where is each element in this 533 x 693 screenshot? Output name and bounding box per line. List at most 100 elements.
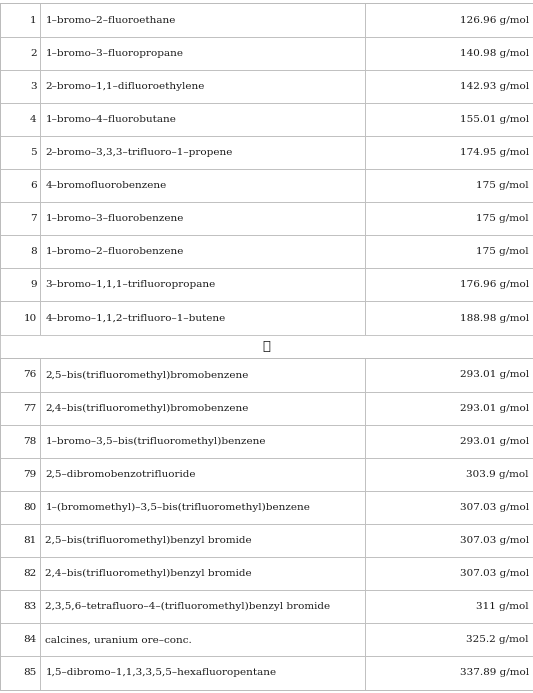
Text: ⋮: ⋮ <box>262 340 271 353</box>
Bar <box>40 103 365 136</box>
Bar <box>40 3 365 37</box>
Text: 2: 2 <box>30 49 37 58</box>
Text: 1–bromo–3–fluoropropane: 1–bromo–3–fluoropropane <box>45 49 183 58</box>
Text: 188.98 g/mol: 188.98 g/mol <box>459 313 529 322</box>
Text: 2–bromo–3,3,3–trifluoro–1–propene: 2–bromo–3,3,3–trifluoro–1–propene <box>45 148 233 157</box>
Bar <box>0 103 40 136</box>
Bar <box>0 623 40 656</box>
Bar <box>40 301 365 335</box>
Text: 142.93 g/mol: 142.93 g/mol <box>459 82 529 91</box>
Text: 4–bromofluorobenzene: 4–bromofluorobenzene <box>45 181 166 190</box>
Text: 81: 81 <box>23 536 37 545</box>
Bar <box>40 392 365 425</box>
Bar <box>0 524 40 557</box>
Bar <box>0 37 40 70</box>
Text: calcines, uranium ore–conc.: calcines, uranium ore–conc. <box>45 635 192 644</box>
Bar <box>0 70 40 103</box>
Text: 83: 83 <box>23 602 37 611</box>
Bar <box>40 425 365 458</box>
Bar <box>40 37 365 70</box>
Text: 2,5–dibromobenzotrifluoride: 2,5–dibromobenzotrifluoride <box>45 470 196 479</box>
Text: 307.03 g/mol: 307.03 g/mol <box>459 569 529 578</box>
Text: 307.03 g/mol: 307.03 g/mol <box>459 536 529 545</box>
Bar <box>0 458 40 491</box>
Bar <box>0 491 40 524</box>
Text: 1–(bromomethyl)–3,5–bis(trifluoromethyl)benzene: 1–(bromomethyl)–3,5–bis(trifluoromethyl)… <box>45 503 310 512</box>
Bar <box>365 3 533 37</box>
Text: 80: 80 <box>23 503 37 512</box>
Bar <box>40 136 365 169</box>
Bar <box>365 458 533 491</box>
Bar <box>40 202 365 235</box>
Text: 78: 78 <box>23 437 37 446</box>
Text: 140.98 g/mol: 140.98 g/mol <box>459 49 529 58</box>
Bar <box>40 623 365 656</box>
Text: 79: 79 <box>23 470 37 479</box>
Text: 175 g/mol: 175 g/mol <box>476 214 529 223</box>
Text: 84: 84 <box>23 635 37 644</box>
Text: 325.2 g/mol: 325.2 g/mol <box>466 635 529 644</box>
Bar <box>40 656 365 690</box>
Text: 7: 7 <box>30 214 37 223</box>
Bar <box>365 590 533 623</box>
Text: 175 g/mol: 175 g/mol <box>476 181 529 190</box>
Bar <box>0 590 40 623</box>
Text: 1–bromo–2–fluorobenzene: 1–bromo–2–fluorobenzene <box>45 247 184 256</box>
Bar <box>0 358 40 392</box>
Bar <box>40 590 365 623</box>
Bar <box>365 268 533 301</box>
Text: 1–bromo–2–fluoroethane: 1–bromo–2–fluoroethane <box>45 15 176 24</box>
Text: 4: 4 <box>30 115 37 124</box>
Text: 2,4–bis(trifluoromethyl)benzyl bromide: 2,4–bis(trifluoromethyl)benzyl bromide <box>45 569 252 578</box>
Bar <box>40 268 365 301</box>
Bar <box>0 3 40 37</box>
Text: 1: 1 <box>30 15 37 24</box>
Text: 6: 6 <box>30 181 37 190</box>
Text: 3–bromo–1,1,1–trifluoropropane: 3–bromo–1,1,1–trifluoropropane <box>45 281 215 290</box>
Bar <box>0 301 40 335</box>
Text: 3: 3 <box>30 82 37 91</box>
Bar <box>365 136 533 169</box>
Bar <box>365 557 533 590</box>
Text: 8: 8 <box>30 247 37 256</box>
Bar <box>40 557 365 590</box>
Bar <box>365 37 533 70</box>
Bar <box>0 268 40 301</box>
Bar <box>0 235 40 268</box>
Bar <box>0 392 40 425</box>
Text: 175 g/mol: 175 g/mol <box>476 247 529 256</box>
Text: 5: 5 <box>30 148 37 157</box>
Bar <box>40 491 365 524</box>
Text: 155.01 g/mol: 155.01 g/mol <box>459 115 529 124</box>
Bar <box>365 235 533 268</box>
Text: 2,5–bis(trifluoromethyl)bromobenzene: 2,5–bis(trifluoromethyl)bromobenzene <box>45 371 249 380</box>
Text: 1–bromo–4–fluorobutane: 1–bromo–4–fluorobutane <box>45 115 176 124</box>
Bar <box>365 392 533 425</box>
Bar <box>0 425 40 458</box>
Text: 2–bromo–1,1–difluoroethylene: 2–bromo–1,1–difluoroethylene <box>45 82 205 91</box>
Text: 293.01 g/mol: 293.01 g/mol <box>459 403 529 412</box>
Bar <box>40 524 365 557</box>
Bar <box>365 524 533 557</box>
Text: 176.96 g/mol: 176.96 g/mol <box>459 281 529 290</box>
Text: 2,3,5,6–tetrafluoro–4–(trifluoromethyl)benzyl bromide: 2,3,5,6–tetrafluoro–4–(trifluoromethyl)b… <box>45 602 330 611</box>
Bar <box>40 458 365 491</box>
Text: 10: 10 <box>23 313 37 322</box>
Text: 1–bromo–3,5–bis(trifluoromethyl)benzene: 1–bromo–3,5–bis(trifluoromethyl)benzene <box>45 437 266 446</box>
Bar <box>365 656 533 690</box>
Bar <box>365 425 533 458</box>
Bar <box>365 491 533 524</box>
Text: 293.01 g/mol: 293.01 g/mol <box>459 437 529 446</box>
Text: 126.96 g/mol: 126.96 g/mol <box>459 15 529 24</box>
Bar <box>365 358 533 392</box>
Bar <box>0 136 40 169</box>
Text: 311 g/mol: 311 g/mol <box>476 602 529 611</box>
Text: 303.9 g/mol: 303.9 g/mol <box>466 470 529 479</box>
Bar <box>0 169 40 202</box>
Text: 2,4–bis(trifluoromethyl)bromobenzene: 2,4–bis(trifluoromethyl)bromobenzene <box>45 403 249 412</box>
Bar <box>40 70 365 103</box>
Bar <box>40 169 365 202</box>
Bar <box>0 335 533 358</box>
Text: 174.95 g/mol: 174.95 g/mol <box>459 148 529 157</box>
Text: 76: 76 <box>23 371 37 380</box>
